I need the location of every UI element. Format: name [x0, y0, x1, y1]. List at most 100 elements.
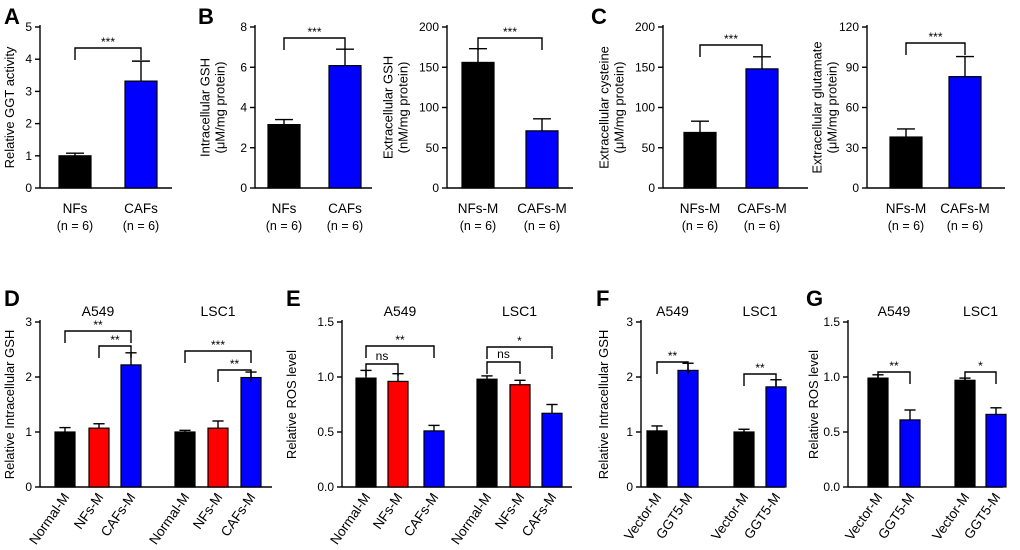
significance-bracket [74, 47, 142, 60]
significance-bracket [743, 373, 777, 386]
sample-size-label: (n = 6) [682, 219, 718, 233]
bar [174, 431, 196, 488]
bar [683, 131, 717, 189]
y-tick-label: 0 [432, 181, 439, 195]
significance-bracket [877, 371, 911, 384]
x-tick-label: CAFs-M [940, 201, 990, 216]
y-tick-label: 0 [25, 181, 32, 195]
y-tick-label: 0.5 [317, 425, 334, 439]
bar [355, 377, 377, 488]
panel-letter: C [591, 4, 607, 29]
x-tick-label: NFs-M [886, 201, 927, 216]
significance-label: ns [376, 349, 389, 363]
group-title: LSC1 [200, 303, 235, 319]
bar [765, 386, 787, 488]
bar [509, 384, 531, 488]
significance-label: ** [755, 361, 765, 375]
sample-size-label: (n = 6) [327, 219, 363, 233]
y-tick-label: 200 [635, 20, 655, 34]
bar [948, 76, 982, 189]
y-tick-label: 50 [426, 141, 440, 155]
bar [525, 130, 559, 189]
panel-letter: B [198, 4, 214, 29]
y-tick-label: 2 [240, 141, 247, 155]
y-tick-label: 100 [419, 101, 439, 115]
y-tick-label: 3 [25, 315, 32, 329]
bar [328, 65, 362, 189]
x-tick-label: CAFs-M [218, 490, 259, 539]
significance-label: *** [928, 30, 942, 44]
sample-size-label: (n = 6) [266, 219, 302, 233]
significance-bracket [486, 346, 553, 359]
bar [88, 427, 110, 488]
bar [541, 412, 563, 488]
significance-label: ** [668, 349, 678, 363]
significance-bracket [184, 350, 252, 363]
x-tick-label: NFs-M [680, 201, 721, 216]
significance-label: ** [395, 333, 405, 347]
y-tick-label: 0.0 [317, 480, 334, 494]
y-tick-label: 6 [240, 60, 247, 74]
y-tick-label: 1 [626, 425, 633, 439]
y-tick-label: 2 [25, 370, 32, 384]
x-tick-label: CAFs-M [517, 201, 567, 216]
y-axis-label: Intracellular GSH [198, 58, 213, 157]
y-tick-label: 1.5 [823, 315, 840, 329]
x-tick-label: Normal-M [327, 490, 373, 547]
bar [461, 61, 495, 189]
y-axis-label: Relative ROS level [806, 350, 821, 459]
significance-bracket [365, 345, 435, 358]
significance-label: *** [307, 25, 321, 39]
y-axis-label: Relative Intracellular GSH [2, 330, 17, 480]
y-tick-label: 8 [240, 20, 247, 34]
y-tick-label: 150 [635, 60, 655, 74]
group-title: A549 [384, 303, 417, 319]
y-tick-label: 1 [25, 149, 32, 163]
group-title: A549 [878, 303, 911, 319]
significance-label: *** [101, 35, 115, 49]
y-tick-label: 3 [626, 315, 633, 329]
y-tick-label: 50 [642, 141, 656, 155]
significance-bracket [365, 363, 399, 376]
y-tick-label: 120 [839, 20, 859, 34]
bar [58, 155, 92, 189]
bar [889, 136, 923, 189]
sample-size-label: (n = 6) [524, 219, 560, 233]
panel-b1: B 0 2 4 6 8 Intracellular GSH (μM/mg protein) NF… [198, 4, 372, 233]
y-tick-label: 4 [240, 101, 247, 115]
y-axis-label: Extracellular glutamate [810, 41, 825, 173]
bar [867, 377, 889, 488]
y-tick-label: 90 [846, 60, 860, 74]
y-tick-label: 1 [25, 425, 32, 439]
significance-bracket [486, 361, 521, 374]
panel-letter: D [4, 286, 20, 311]
bar [985, 413, 1007, 488]
significance-label: ** [230, 357, 240, 371]
panel-c2: 0 30 60 90 120 Extracellular glutamate (μM/mg … [810, 20, 1005, 233]
panel-c1: C 0 50 100 150 200 Extracellular cysteine (μM/m… [591, 4, 808, 233]
y-tick-label: 1.5 [317, 315, 334, 329]
y-tick-label: 0 [626, 480, 633, 494]
panel-d: D 0 1 2 3 Relative Intracellular GSH Normal-M N… [2, 286, 272, 547]
y-tick-label: 100 [635, 101, 655, 115]
bar [207, 427, 229, 488]
significance-bracket [217, 369, 252, 382]
y-axis-label: (nM/mg protein) [396, 62, 411, 154]
bar [476, 378, 498, 488]
y-tick-label: 0.5 [823, 425, 840, 439]
y-tick-label: 200 [419, 20, 439, 34]
x-tick-label: NFs [272, 201, 297, 216]
y-tick-label: 0 [852, 181, 859, 195]
y-tick-label: 30 [846, 141, 860, 155]
group-title: LSC1 [742, 303, 777, 319]
y-tick-label: 2 [25, 117, 32, 131]
x-tick-label: CAFs [124, 201, 158, 216]
significance-bracket [699, 44, 763, 57]
sample-size-label: (n = 6) [57, 219, 93, 233]
y-axis-label: Extracellular cysteine [597, 46, 612, 169]
y-tick-label: 1.0 [317, 370, 334, 384]
group-title: A549 [656, 303, 689, 319]
